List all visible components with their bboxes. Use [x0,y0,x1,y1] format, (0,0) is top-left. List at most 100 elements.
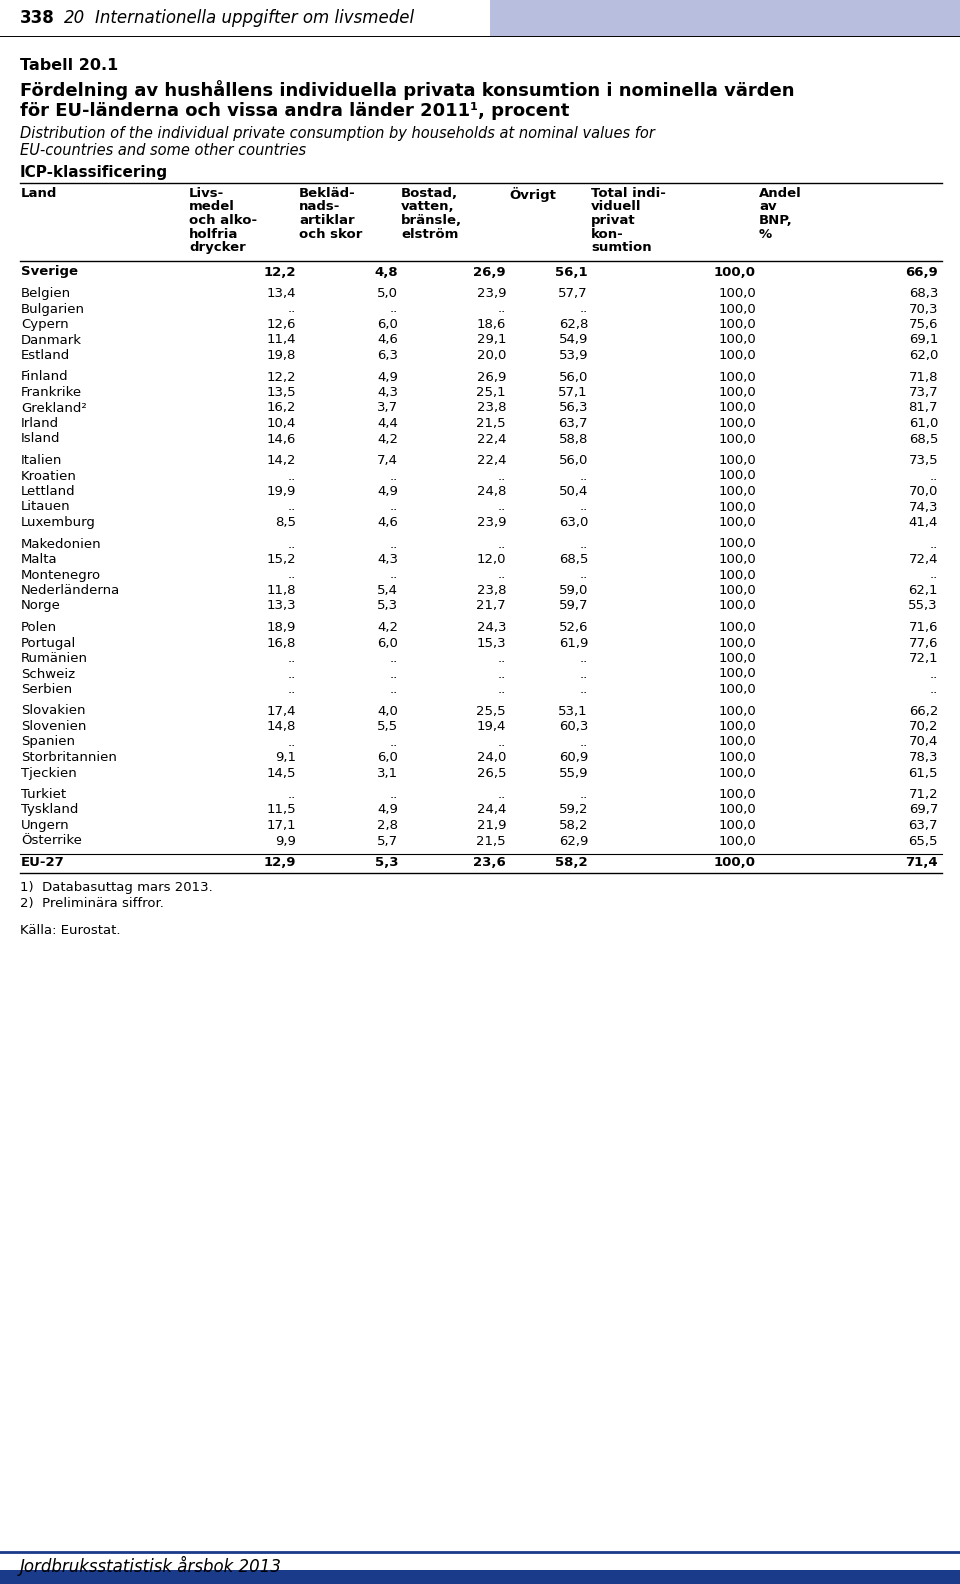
Text: 26,9: 26,9 [476,371,506,383]
Text: 5,3: 5,3 [377,599,398,613]
Text: 15,2: 15,2 [266,553,296,565]
Text: 4,2: 4,2 [377,432,398,445]
Text: 73,5: 73,5 [908,455,938,467]
Text: bränsle,: bränsle, [401,214,462,227]
Text: Rumänien: Rumänien [21,653,88,665]
Text: ..: .. [929,667,938,681]
Text: ..: .. [929,537,938,551]
Text: 18,9: 18,9 [267,621,296,634]
Text: 12,9: 12,9 [263,855,296,870]
Text: 24,4: 24,4 [476,803,506,816]
Text: 4,2: 4,2 [377,621,398,634]
Text: ..: .. [580,569,588,581]
Text: Ungern: Ungern [21,819,70,832]
Text: 100,0: 100,0 [718,417,756,429]
Text: artiklar: artiklar [299,214,354,227]
Text: 62,8: 62,8 [559,318,588,331]
Text: 12,6: 12,6 [267,318,296,331]
Text: 23,9: 23,9 [476,287,506,299]
Text: 100,0: 100,0 [718,751,756,763]
Text: Cypern: Cypern [21,318,68,331]
Text: 58,8: 58,8 [559,432,588,445]
Text: 6,3: 6,3 [377,348,398,363]
Text: ..: .. [497,537,506,551]
Text: Tabell 20.1: Tabell 20.1 [20,59,118,73]
Text: ..: .. [288,569,296,581]
Text: 23,8: 23,8 [476,401,506,415]
Text: 60,9: 60,9 [559,751,588,763]
Text: Spanien: Spanien [21,735,75,749]
Text: 100,0: 100,0 [718,735,756,749]
Text: 65,5: 65,5 [908,835,938,847]
Text: ..: .. [929,569,938,581]
Text: för EU-länderna och vissa andra länder 2011¹, procent: för EU-länderna och vissa andra länder 2… [20,101,569,120]
Text: 58,2: 58,2 [559,819,588,832]
Text: Makedonien: Makedonien [21,537,102,551]
Text: ..: .. [390,683,398,695]
Text: 17,1: 17,1 [266,819,296,832]
Text: ..: .. [580,469,588,483]
Text: 11,4: 11,4 [267,334,296,347]
Text: Bekläd-: Bekläd- [299,187,356,200]
Text: 69,7: 69,7 [908,803,938,816]
Text: 71,2: 71,2 [908,787,938,802]
Text: EU-countries and some other countries: EU-countries and some other countries [20,143,306,158]
Text: Land: Land [21,187,58,200]
Text: och alko-: och alko- [189,214,257,227]
Text: Fördelning av hushållens individuella privata konsumtion i nominella värden: Fördelning av hushållens individuella pr… [20,81,795,100]
Text: ..: .. [288,653,296,665]
Text: ..: .. [580,683,588,695]
Text: medel: medel [189,201,235,214]
Text: Internationella uppgifter om livsmedel: Internationella uppgifter om livsmedel [95,10,414,27]
Text: ..: .. [390,787,398,802]
Text: viduell: viduell [591,201,641,214]
Text: ..: .. [288,537,296,551]
Text: och skor: och skor [299,228,362,241]
Text: 100,0: 100,0 [718,386,756,399]
Text: Slovenien: Slovenien [21,721,86,733]
Text: Kroatien: Kroatien [21,469,77,483]
Text: 23,6: 23,6 [473,855,506,870]
Text: 81,7: 81,7 [908,401,938,415]
Text: 338: 338 [20,10,55,27]
Text: 61,5: 61,5 [908,767,938,779]
Text: 5,0: 5,0 [377,287,398,299]
Text: Litauen: Litauen [21,501,71,513]
Text: ..: .. [580,501,588,513]
Text: Belgien: Belgien [21,287,71,299]
Text: 4,9: 4,9 [377,485,398,497]
Text: 66,2: 66,2 [908,705,938,718]
Text: ..: .. [390,303,398,315]
Text: 13,3: 13,3 [266,599,296,613]
Text: Slovakien: Slovakien [21,705,85,718]
Text: 100,0: 100,0 [718,705,756,718]
Text: 100,0: 100,0 [718,835,756,847]
Text: 100,0: 100,0 [718,584,756,597]
Text: 100,0: 100,0 [718,637,756,649]
Text: 3,7: 3,7 [377,401,398,415]
Text: ..: .. [288,469,296,483]
Text: ..: .. [580,653,588,665]
Text: ..: .. [390,501,398,513]
Text: ..: .. [390,667,398,681]
Text: kon-: kon- [591,228,624,241]
Text: ..: .. [288,667,296,681]
Text: 62,0: 62,0 [908,348,938,363]
Text: 4,3: 4,3 [377,386,398,399]
Text: 100,0: 100,0 [718,683,756,695]
Text: ICP-klassificering: ICP-klassificering [20,165,168,181]
Text: 72,4: 72,4 [908,553,938,565]
Text: 63,0: 63,0 [559,516,588,529]
Text: 100,0: 100,0 [718,621,756,634]
Text: 4,6: 4,6 [377,334,398,347]
Text: 21,5: 21,5 [476,835,506,847]
Text: 6,0: 6,0 [377,318,398,331]
Text: ..: .. [497,501,506,513]
Text: 71,6: 71,6 [908,621,938,634]
Text: 1)  Databasuttag mars 2013.: 1) Databasuttag mars 2013. [20,881,213,893]
Text: 100,0: 100,0 [718,334,756,347]
Text: ..: .. [929,469,938,483]
Text: Jordbruksstatistisk årsbok 2013: Jordbruksstatistisk årsbok 2013 [20,1555,282,1576]
Text: 100,0: 100,0 [718,469,756,483]
Text: 100,0: 100,0 [718,767,756,779]
